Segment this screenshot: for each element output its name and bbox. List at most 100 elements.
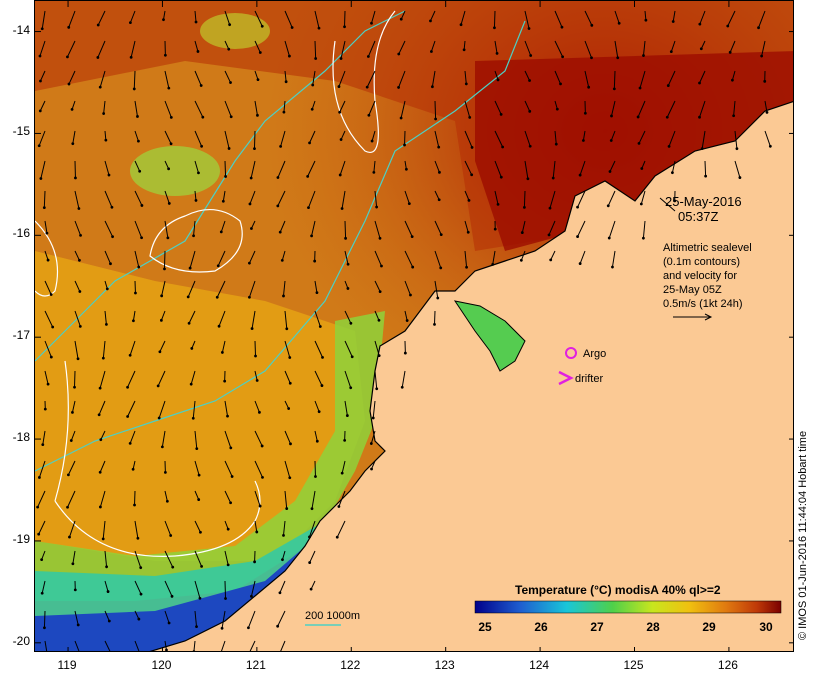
colorbar-tick-label: 28 — [646, 620, 660, 634]
velocity-arrow-head — [669, 50, 673, 54]
velocity-arrow — [344, 340, 353, 357]
velocity-arrow-head — [349, 321, 353, 325]
velocity-arrow-head — [583, 111, 587, 115]
velocity-arrow-head — [255, 379, 259, 382]
velocity-arrow — [284, 40, 290, 57]
velocity-arrow — [254, 430, 263, 447]
velocity-arrow — [764, 130, 771, 147]
velocity-arrow — [310, 580, 316, 590]
velocity-arrow-head — [399, 17, 403, 21]
velocity-arrow — [523, 190, 526, 208]
velocity-arrow — [67, 490, 76, 508]
velocity-arrow — [341, 190, 346, 209]
velocity-arrow — [194, 550, 203, 567]
velocity-arrow-head — [280, 258, 284, 262]
velocity-arrow — [187, 280, 196, 298]
velocity-arrow — [284, 340, 291, 358]
velocity-arrow-head — [220, 626, 224, 630]
velocity-arrow-head — [66, 473, 70, 477]
velocity-arrow-head — [187, 321, 191, 325]
velocity-arrow — [398, 40, 406, 55]
velocity-arrow-head — [104, 322, 108, 326]
velocity-arrow-head — [281, 558, 284, 562]
velocity-arrow — [248, 250, 256, 264]
velocity-arrow — [104, 640, 111, 651]
velocity-arrow-head — [309, 587, 313, 591]
velocity-arrow — [639, 70, 646, 89]
velocity-arrow — [464, 250, 468, 268]
velocity-arrow — [40, 70, 46, 82]
velocity-arrow-head — [99, 438, 103, 442]
velocity-arrow — [44, 220, 48, 234]
velocity-arrow — [733, 100, 736, 116]
velocity-arrow-head — [350, 355, 354, 359]
velocity-arrow-head — [96, 56, 100, 59]
velocity-arrow-head — [256, 113, 259, 117]
velocity-arrow-head — [290, 26, 294, 29]
velocity-arrow — [700, 40, 706, 49]
velocity-arrow-head — [106, 590, 110, 593]
velocity-arrow — [194, 520, 201, 533]
velocity-arrow — [579, 160, 586, 176]
velocity-arrow — [74, 250, 80, 261]
velocity-arrow — [43, 610, 46, 628]
velocity-arrow — [281, 250, 286, 261]
velocity-arrow — [250, 580, 256, 597]
velocity-arrow-head — [343, 25, 346, 29]
credit-text: © IMOS 01-Jun-2016 11:44:04 Hobart time — [797, 430, 809, 640]
velocity-arrow — [194, 610, 198, 627]
velocity-arrow — [367, 40, 376, 57]
velocity-arrow — [254, 520, 258, 533]
velocity-arrow-head — [699, 47, 703, 51]
velocity-arrow — [336, 520, 346, 538]
velocity-arrow-head — [370, 21, 373, 25]
velocity-arrow — [44, 310, 54, 328]
velocity-arrow — [338, 70, 346, 87]
velocity-arrow — [314, 40, 317, 59]
velocity-arrow — [134, 100, 138, 117]
velocity-arrow-head — [191, 416, 195, 420]
velocity-arrow — [218, 310, 226, 327]
velocity-arrow-head — [139, 566, 143, 570]
velocity-arrow — [164, 580, 173, 597]
velocity-arrow — [699, 100, 706, 118]
velocity-arrow-head — [522, 205, 526, 209]
velocity-arrow — [194, 190, 197, 201]
velocity-arrow-head — [136, 115, 139, 118]
velocity-arrow — [103, 100, 106, 114]
velocity-arrow — [637, 100, 646, 118]
velocity-arrow-head — [547, 233, 551, 237]
velocity-arrow — [312, 70, 316, 86]
velocity-arrow-head — [40, 558, 44, 562]
velocity-arrow — [224, 160, 227, 177]
velocity-arrow-head — [194, 199, 198, 202]
velocity-arrow-head — [229, 446, 233, 450]
velocity-arrow — [610, 130, 616, 141]
velocity-arrow-head — [760, 54, 764, 58]
velocity-arrow-head — [337, 85, 341, 88]
velocity-arrow-head — [344, 236, 347, 240]
velocity-arrow — [39, 100, 46, 112]
velocity-arrow — [431, 70, 436, 87]
cool-region — [35, 311, 385, 601]
velocity-arrow — [279, 580, 286, 593]
velocity-arrow — [254, 40, 261, 53]
velocity-arrow-head — [166, 236, 170, 240]
velocity-arrow-head — [76, 357, 80, 361]
velocity-arrow — [704, 160, 707, 177]
velocity-arrow-head — [107, 619, 111, 623]
velocity-arrow-head — [195, 625, 198, 629]
velocity-arrow — [672, 10, 676, 22]
drifter-marker — [558, 370, 574, 386]
velocity-arrow — [374, 370, 378, 389]
sealevel-note-line3: and velocity for — [663, 270, 737, 282]
velocity-arrow-head — [493, 227, 497, 231]
velocity-arrow-head — [528, 79, 531, 82]
velocity-arrow — [100, 430, 106, 440]
velocity-arrow — [521, 220, 526, 233]
velocity-arrow — [494, 70, 499, 80]
velocity-arrow-head — [76, 623, 80, 627]
sealevel-note-line5: 0.5m/s (1kt 24h) — [663, 298, 742, 310]
velocity-arrow-head — [288, 54, 291, 58]
velocity-arrow-head — [167, 167, 171, 171]
